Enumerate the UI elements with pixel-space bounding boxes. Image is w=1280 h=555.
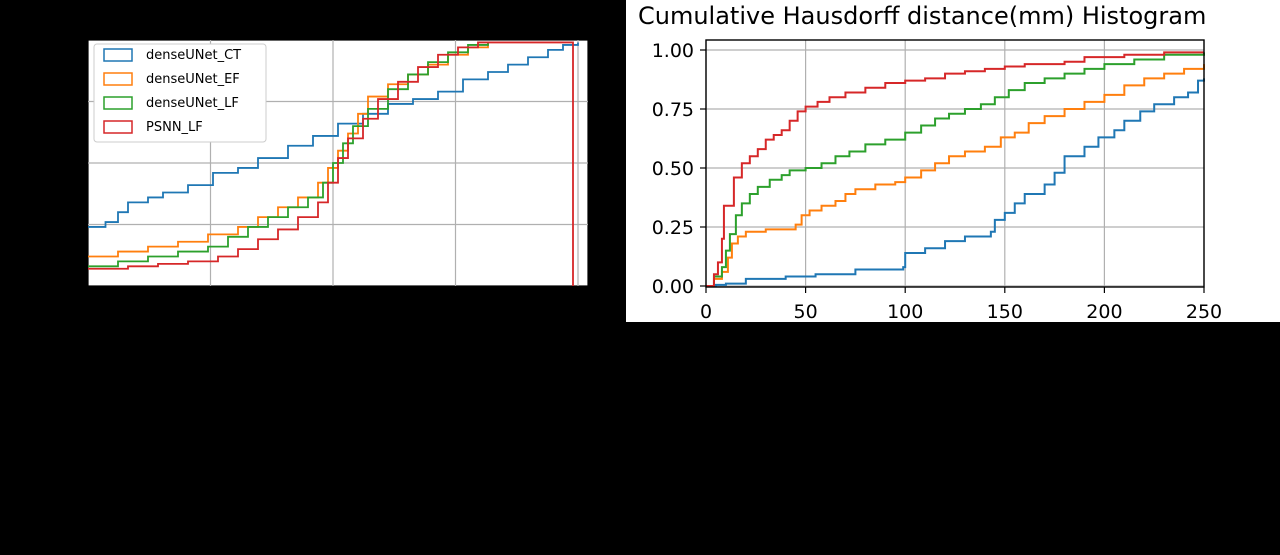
left-series-line [88, 41, 574, 286]
x-tick-label: 250 [1186, 301, 1222, 323]
legend-swatch [103, 120, 133, 134]
right-chart-panel: Cumulative Hausdorff distance(mm) Histog… [626, 0, 1280, 323]
legend-swatch [103, 48, 133, 62]
right-figure-background [626, 0, 1280, 322]
legend-label: PSNN_LF [146, 120, 203, 135]
right-series-line [706, 78, 1205, 287]
y-tick-label: 0.50 [652, 158, 694, 180]
right-tick-labels: 0.00 0.25 0.50 0.75 1.00 0 50 100 150 200 250 [652, 40, 1222, 323]
legend-label: denseUNet_LF [146, 96, 239, 111]
x-tick-label: 150 [987, 301, 1023, 323]
right-series-line [706, 51, 1204, 287]
left-series-line [88, 42, 579, 228]
left-series-group [88, 41, 579, 286]
legend-frame [93, 43, 267, 143]
right-series-line [706, 52, 1205, 287]
right-series-line [706, 64, 1205, 287]
right-series-group [706, 51, 1205, 287]
left-legend: denseUNet_CT denseUNet_EF denseUNet_LF PSNN… [93, 43, 267, 143]
y-tick-label: 1.00 [652, 40, 694, 62]
x-tick-label: 0 [700, 301, 712, 323]
y-tick-label: 0.00 [652, 276, 694, 298]
legend-label: denseUNet_EF [146, 72, 240, 87]
x-tick-label: 100 [887, 301, 923, 323]
left-chart-panel: denseUNet_CT denseUNet_EF denseUNet_LF PSNN… [87, 39, 589, 287]
right-plot-frame [705, 39, 1205, 288]
legend-swatch [103, 72, 133, 86]
y-tick-label: 0.75 [652, 99, 694, 121]
y-tick-label: 0.25 [652, 217, 694, 239]
x-tick-label: 50 [794, 301, 818, 323]
legend-swatch [103, 96, 133, 110]
legend-label: denseUNet_CT [146, 48, 241, 63]
x-tick-label: 200 [1086, 301, 1122, 323]
right-chart-title: Cumulative Hausdorff distance(mm) Histog… [638, 2, 1206, 30]
left-series-line [88, 42, 489, 268]
